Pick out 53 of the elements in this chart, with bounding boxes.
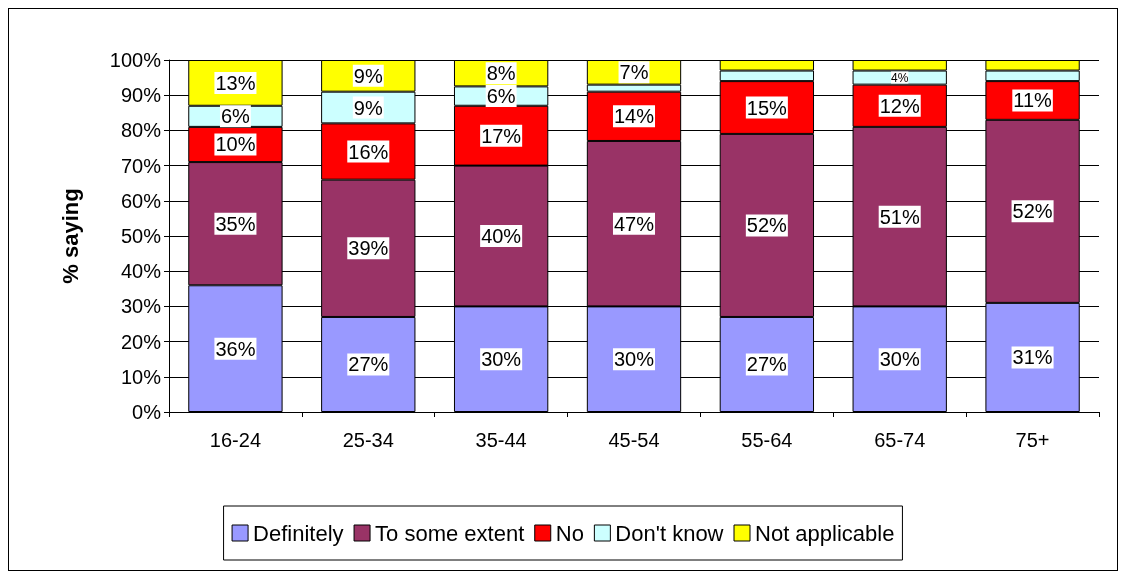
data-label: 30% [879, 348, 920, 371]
data-label: 27% [348, 353, 389, 376]
data-label: 31% [1012, 346, 1053, 369]
legend-label: Not applicable [755, 520, 895, 546]
data-label: 16% [348, 140, 389, 163]
data-label: 39% [348, 237, 389, 260]
y-tick-label: 50% [120, 225, 162, 247]
y-tick-label: 100% [109, 49, 162, 71]
data-label: 36% [215, 337, 256, 360]
data-label: 14% [613, 105, 655, 128]
x-tick-label: 35-44 [475, 429, 527, 451]
data-label: 30% [613, 348, 655, 371]
data-label: 30% [481, 348, 522, 371]
legend-label: To some extent [375, 520, 525, 546]
data-label: 6% [220, 105, 251, 128]
data-label: 4% [891, 70, 909, 85]
data-label: 9% [353, 64, 383, 87]
y-tick-label: 40% [120, 260, 162, 283]
y-tick-label: 10% [120, 365, 162, 388]
x-tick-label: 45-54 [608, 429, 660, 451]
data-label: 7% [619, 61, 649, 84]
legend-label: No [555, 520, 584, 546]
data-label: 17% [481, 124, 522, 147]
data-label: 47% [613, 212, 655, 235]
data-label: 8% [486, 62, 516, 85]
data-label: 51% [879, 205, 920, 228]
legend-label: Don't know [615, 520, 724, 546]
y-tick-label: 80% [120, 119, 162, 142]
y-tick-label: 30% [120, 295, 162, 318]
data-label: 12% [879, 94, 920, 117]
y-tick-label: 70% [120, 154, 162, 177]
data-label: 11% [1013, 89, 1053, 112]
x-tick-label: 55-64 [741, 429, 793, 451]
x-tick-label: 75+ [1015, 429, 1050, 451]
data-label: 52% [1012, 200, 1053, 223]
data-label: 35% [215, 212, 256, 235]
y-axis-title: % saying [57, 188, 83, 284]
data-label: 15% [746, 96, 788, 119]
legend-label: Definitely [253, 520, 344, 546]
data-label: 13% [215, 71, 256, 94]
data-label: 27% [746, 353, 788, 376]
y-tick-label: 90% [120, 84, 162, 107]
data-label: 52% [746, 214, 788, 237]
data-label: 10% [215, 133, 256, 156]
y-tick-label: 0% [132, 401, 162, 423]
data-label: 9% [353, 96, 383, 119]
y-tick-label: 60% [120, 189, 162, 212]
y-tick-label: 20% [120, 330, 162, 353]
x-tick-label: 25-34 [342, 429, 394, 451]
data-label: 40% [481, 225, 522, 247]
data-label: 6% [486, 85, 516, 108]
x-tick-label: 16-24 [209, 429, 262, 451]
x-tick-label: 65-74 [874, 429, 926, 451]
